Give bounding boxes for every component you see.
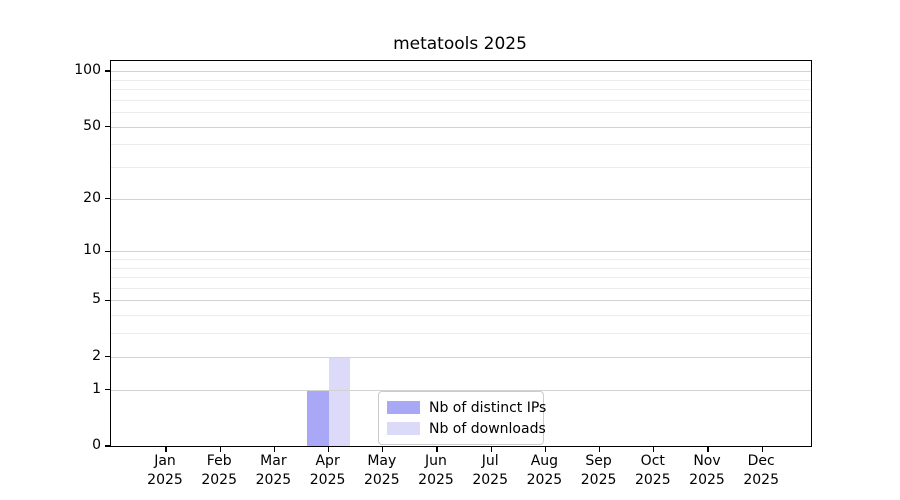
x-tick-label: Jun 2025 <box>418 452 454 490</box>
x-tick-mark <box>219 447 221 452</box>
y-tick-label: 50 <box>83 117 101 134</box>
y-tick-mark <box>105 250 110 252</box>
chart-title: metatools 2025 <box>393 34 527 54</box>
minor-gridline <box>111 277 811 278</box>
minor-gridline <box>111 267 811 269</box>
major-gridline <box>111 300 811 302</box>
minor-gridline <box>111 112 811 113</box>
legend-label: Nb of distinct IPs <box>429 399 547 416</box>
legend-swatch-downloads <box>387 422 420 435</box>
y-tick-label: 2 <box>92 347 101 364</box>
major-gridline <box>111 251 811 253</box>
x-tick-mark <box>599 447 601 452</box>
year-label: 2025 <box>418 472 454 488</box>
month-label: Nov <box>693 453 721 469</box>
x-tick-label: Nov 2025 <box>689 452 725 490</box>
month-label: Dec <box>747 453 775 469</box>
x-tick-mark <box>761 447 763 452</box>
month-label: Feb <box>206 453 232 469</box>
month-label: Jun <box>425 453 447 469</box>
y-tick-mark <box>105 70 110 72</box>
year-label: 2025 <box>526 472 563 488</box>
major-gridline <box>111 126 811 128</box>
x-tick-label: Mar 2025 <box>256 452 292 490</box>
minor-gridline <box>111 88 811 90</box>
minor-gridline <box>111 167 811 168</box>
x-tick-label: Jan 2025 <box>147 452 183 490</box>
x-tick-mark <box>436 447 438 452</box>
x-tick-mark <box>273 447 275 452</box>
legend-swatch-distinct-ips <box>387 401 420 414</box>
x-axis: Jan 2025 Feb 2025 Mar 2025 Apr 2025 May 2025 Jun 20… <box>110 452 810 496</box>
legend: Nb of distinct IPs Nb of downloads <box>378 391 546 445</box>
major-gridline <box>111 356 811 358</box>
month-label: Mar <box>260 453 287 469</box>
x-tick-label: Jul 2025 <box>472 452 508 490</box>
year-label: 2025 <box>147 472 183 488</box>
bar-nb-of-downloads <box>328 356 351 446</box>
year-label: 2025 <box>363 472 400 488</box>
legend-label: Nb of downloads <box>429 420 546 437</box>
legend-item: Nb of distinct IPs <box>387 397 546 418</box>
y-tick-label: 0 <box>92 437 101 453</box>
x-tick-label: Apr 2025 <box>310 452 346 490</box>
minor-gridline <box>111 79 811 81</box>
y-tick-mark <box>105 389 110 391</box>
minor-gridline <box>111 333 811 335</box>
major-gridline <box>111 198 811 200</box>
x-tick-mark <box>707 447 709 452</box>
minor-gridline <box>111 144 811 146</box>
y-tick-label: 5 <box>92 291 101 308</box>
year-label: 2025 <box>634 472 671 488</box>
y-tick-mark <box>105 125 110 128</box>
x-tick-label: Feb 2025 <box>201 452 237 490</box>
y-axis: 0 1 2 5 10 20 50 100 <box>0 60 101 452</box>
bar-nb-of-distinct-ips <box>307 389 329 446</box>
y-tick-label: 1 <box>92 380 101 397</box>
y-tick-mark <box>105 356 110 358</box>
minor-gridline <box>111 287 811 289</box>
year-label: 2025 <box>201 472 238 488</box>
month-label: Jan <box>154 453 176 469</box>
year-label: 2025 <box>689 472 725 488</box>
month-label: Apr <box>315 453 340 469</box>
y-tick-mark <box>105 299 110 301</box>
x-tick-mark <box>165 447 167 452</box>
month-label: Aug <box>530 453 559 469</box>
year-label: 2025 <box>255 472 292 488</box>
y-tick-label: 20 <box>83 189 101 206</box>
year-label: 2025 <box>743 472 780 488</box>
month-label: Oct <box>640 453 665 469</box>
minor-gridline <box>111 258 811 260</box>
x-tick-label: Sep 2025 <box>581 452 617 490</box>
y-tick-label: 10 <box>83 242 101 259</box>
x-tick-label: Oct 2025 <box>635 452 671 490</box>
legend-item: Nb of downloads <box>387 418 546 439</box>
x-tick-mark <box>490 447 492 452</box>
year-label: 2025 <box>309 472 346 488</box>
x-tick-label: Dec 2025 <box>743 452 779 490</box>
major-gridline <box>111 71 811 72</box>
x-tick-mark <box>328 447 330 452</box>
minor-gridline <box>111 315 811 317</box>
y-tick-mark <box>105 445 110 447</box>
minor-gridline <box>111 99 811 101</box>
plot-area: Nb of distinct IPs Nb of downloads <box>105 60 812 452</box>
major-gridline <box>111 389 811 391</box>
x-tick-mark <box>544 447 546 452</box>
x-tick-mark <box>653 447 655 452</box>
x-tick-label: May 2025 <box>364 452 400 490</box>
y-tick-mark <box>105 198 110 200</box>
x-tick-label: Aug 2025 <box>527 452 563 490</box>
month-label: May <box>367 453 397 469</box>
month-label: Jul <box>481 453 499 469</box>
y-tick-label: 100 <box>74 62 101 78</box>
month-label: Sep <box>585 453 612 469</box>
year-label: 2025 <box>580 472 617 488</box>
x-tick-mark <box>382 447 384 452</box>
year-label: 2025 <box>472 472 509 488</box>
